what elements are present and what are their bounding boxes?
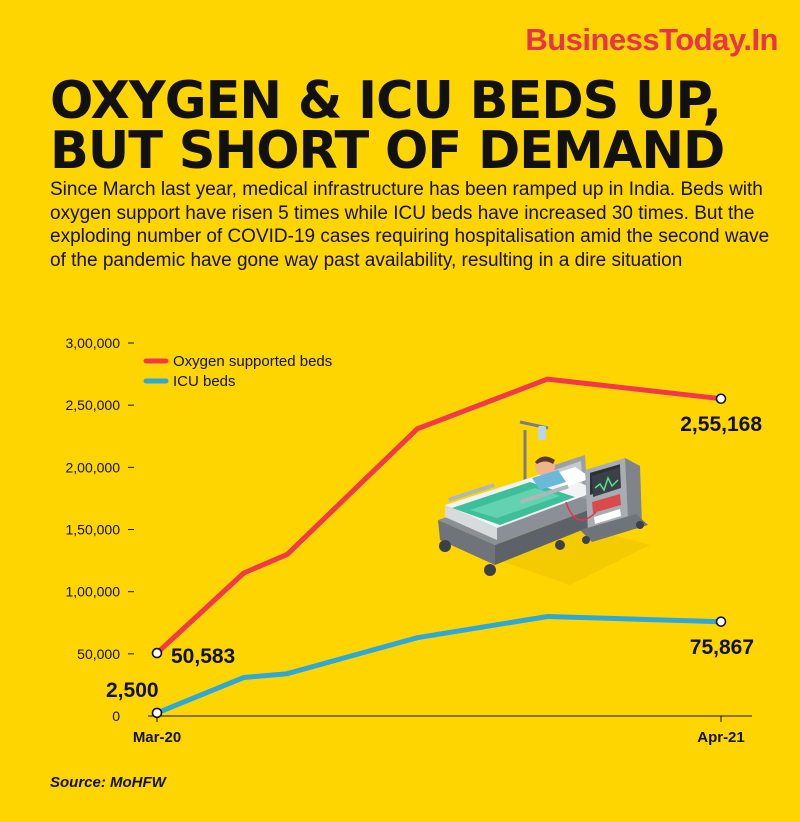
source-note: Source: MoHFW [50, 774, 166, 791]
y-tick-label: 1,50,000 [66, 522, 121, 538]
y-tick-label: 1,00,000 [66, 584, 121, 600]
intro-paragraph: Since March last year, medical infrastru… [50, 179, 770, 271]
headline-line-2: BUT SHORT OF DEMAND [50, 121, 725, 181]
data-point-icu-end [715, 616, 727, 627]
x-tick-label-start: Mar-20 [133, 729, 181, 746]
series-line-oxygen [155, 376, 722, 655]
brand-logo: BusinessToday.In [525, 22, 778, 57]
series-line-icu [156, 614, 722, 716]
y-tick-label: 3,00,000 [66, 335, 121, 351]
y-tick-label: 50,000 [77, 646, 120, 662]
legend-label-oxygen: Oxygen supported beds [173, 353, 332, 370]
x-tick-label-end: Apr-21 [697, 729, 745, 746]
legend-label-icu: ICU beds [173, 373, 236, 390]
data-label-icu-end: 75,867 [690, 636, 754, 659]
y-tick-label: 2,00,000 [66, 459, 121, 475]
x-axis: Mar-20 Apr-21 [133, 715, 752, 746]
hospital-bed-illustration [438, 420, 650, 585]
legend: Oxygen supported beds ICU beds [143, 353, 332, 390]
headline-line-1: OXYGEN & ICU BEDS UP, [50, 71, 722, 131]
y-tick-label: 0 [112, 708, 120, 724]
data-label-icu-start: 2,500 [106, 679, 159, 702]
data-point-icu-start [151, 707, 163, 719]
data-point-oxygen-end [715, 393, 727, 405]
y-axis: 0 50,000 1,00,000 1,50,000 2,00,000 2,50,000 3… [66, 335, 134, 724]
data-label-oxygen-start: 50,583 [171, 645, 235, 668]
data-point-oxygen-start [151, 647, 163, 659]
y-tick-label: 2,50,000 [66, 397, 121, 413]
headline: OXYGEN & ICU BEDS UP, BUT SHORT OF DEMAN… [50, 71, 756, 181]
data-label-oxygen-end: 2,55,168 [680, 413, 762, 436]
